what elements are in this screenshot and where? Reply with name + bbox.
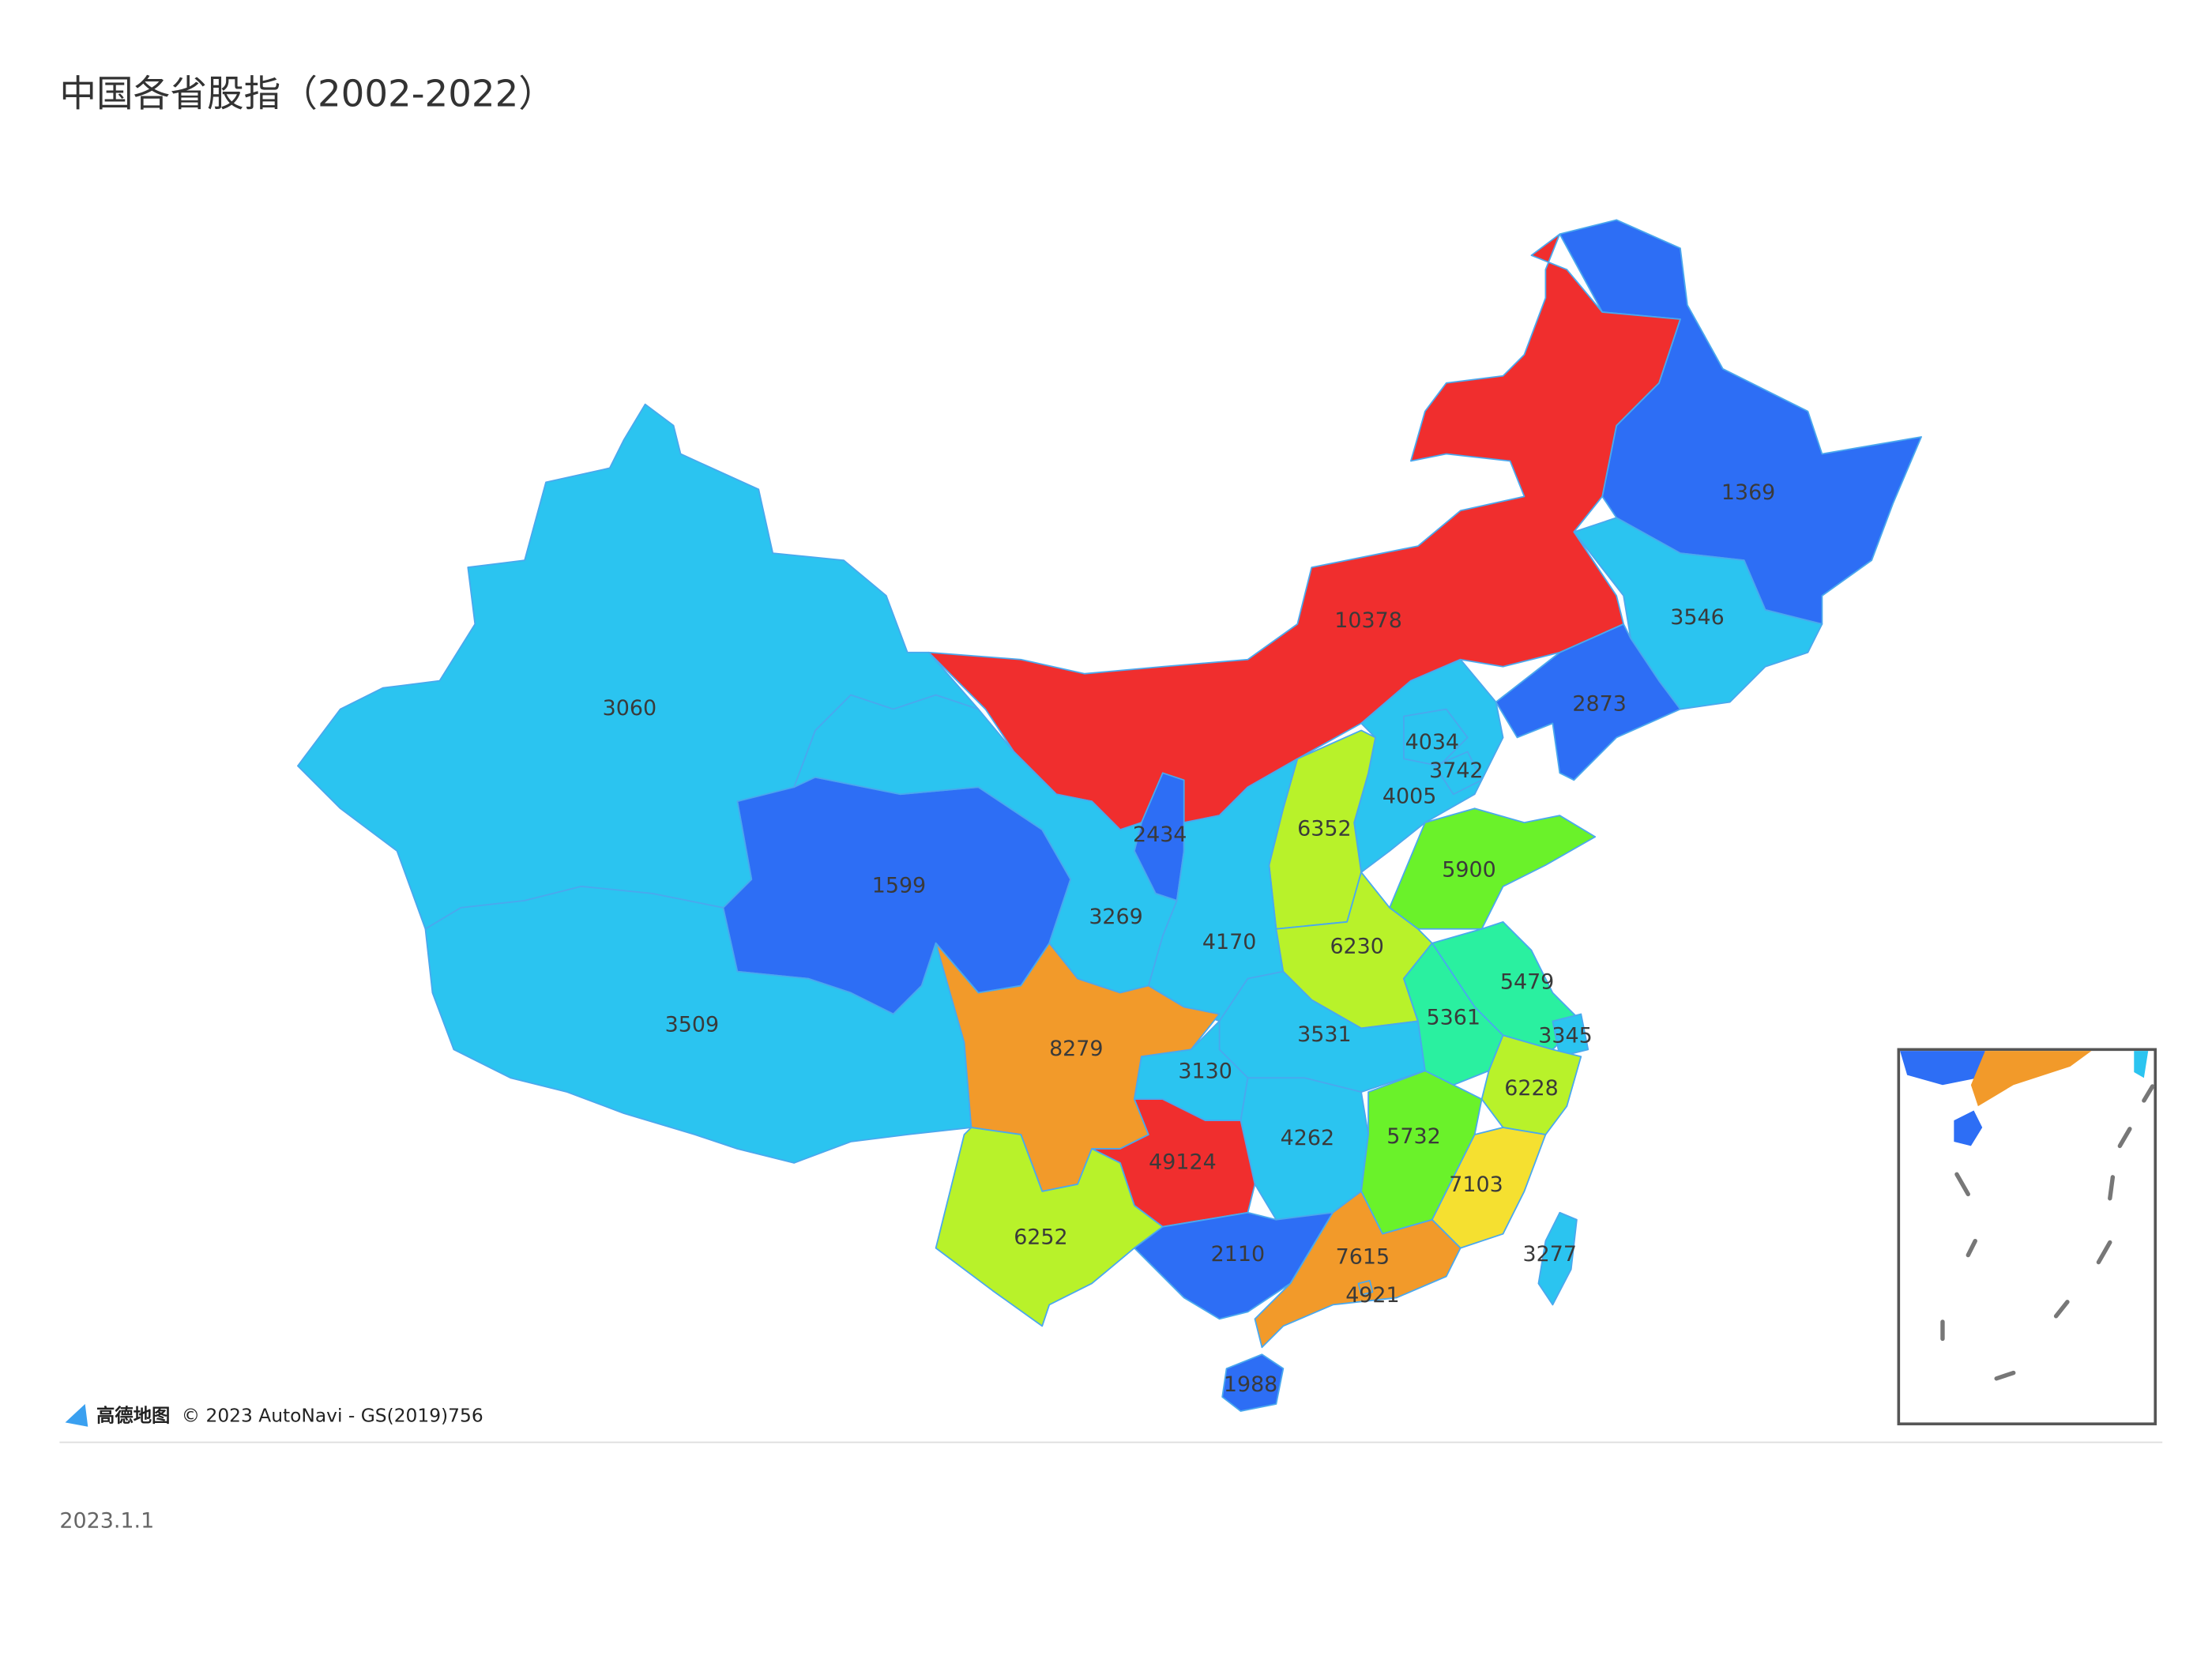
- province-value-label: 1599: [872, 873, 926, 898]
- province-value-label: 6228: [1504, 1076, 1558, 1101]
- inset-shape: [2134, 1051, 2149, 1078]
- province: [1357, 1280, 1374, 1296]
- province-value-label: 4921: [1345, 1283, 1399, 1308]
- province-value-label: 4170: [1202, 930, 1256, 954]
- province-value-label: 6252: [1014, 1225, 1067, 1250]
- logo-text: 高德地图: [96, 1405, 170, 1427]
- province-value-label: 6230: [1330, 935, 1383, 959]
- province-value-label: 3277: [1523, 1242, 1577, 1267]
- province: [1389, 807, 1597, 930]
- province-value-label: 2873: [1572, 692, 1626, 717]
- province-value-label: 2110: [1211, 1242, 1265, 1267]
- province-value-label: 6352: [1297, 817, 1351, 841]
- province-value-label: 5361: [1427, 1005, 1480, 1029]
- date: 2023.1.1: [59, 1509, 154, 1534]
- province: [1480, 1034, 1582, 1135]
- province: [1434, 751, 1483, 796]
- region-layer: [297, 219, 1922, 1412]
- province: [1495, 623, 1681, 781]
- province-value-label: 8279: [1049, 1037, 1103, 1061]
- province-value-label: 3546: [1670, 605, 1724, 630]
- province: [1552, 1013, 1589, 1058]
- province-value-label: 4262: [1281, 1126, 1334, 1150]
- inset-shape: [1900, 1051, 1985, 1086]
- province-value-label: 5479: [1500, 969, 1554, 994]
- logo-icon: [65, 1404, 88, 1427]
- province-value-label: 3130: [1178, 1060, 1232, 1084]
- inset-shape: [1970, 1051, 2092, 1107]
- province-value-label: 3742: [1429, 758, 1483, 783]
- province-value-label: 7103: [1449, 1172, 1503, 1197]
- province-value-label: 5900: [1442, 858, 1495, 883]
- label-layer: 1369 10378 3546 2873 4005 4034 3742 6352 5900 243…: [603, 480, 1776, 1397]
- province-value-label: 1988: [1224, 1372, 1277, 1397]
- province-value-label: 1369: [1721, 480, 1775, 505]
- province-value-label: 49124: [1149, 1150, 1217, 1174]
- title: 中国各省股指（2002-2022）: [59, 73, 555, 116]
- inset-boundary: [1940, 1084, 2155, 1381]
- inset-map: [1897, 1048, 2157, 1425]
- province-value-label: 4005: [1382, 784, 1436, 808]
- province-value-label: 3345: [1538, 1024, 1592, 1048]
- province-value-label: 3531: [1297, 1022, 1351, 1047]
- province: [1403, 708, 1469, 767]
- province-value-label: 2434: [1133, 822, 1187, 847]
- province-value-label: 3509: [665, 1012, 719, 1037]
- province-value-label: 3269: [1089, 905, 1142, 929]
- inset-frame: [1897, 1048, 2157, 1425]
- province-value-label: 4034: [1405, 730, 1459, 755]
- province-value-label: 5732: [1386, 1124, 1440, 1149]
- inset-shape: [1954, 1110, 1983, 1146]
- province: [1221, 1353, 1285, 1412]
- province-value-label: 7615: [1336, 1245, 1390, 1270]
- attribution: © 2023 AutoNavi - GS(2019)756: [182, 1405, 483, 1427]
- province-value-label: 10378: [1334, 608, 1402, 633]
- province: [1254, 1190, 1462, 1349]
- province-value-label: 3060: [603, 696, 656, 721]
- province: [1537, 1211, 1578, 1306]
